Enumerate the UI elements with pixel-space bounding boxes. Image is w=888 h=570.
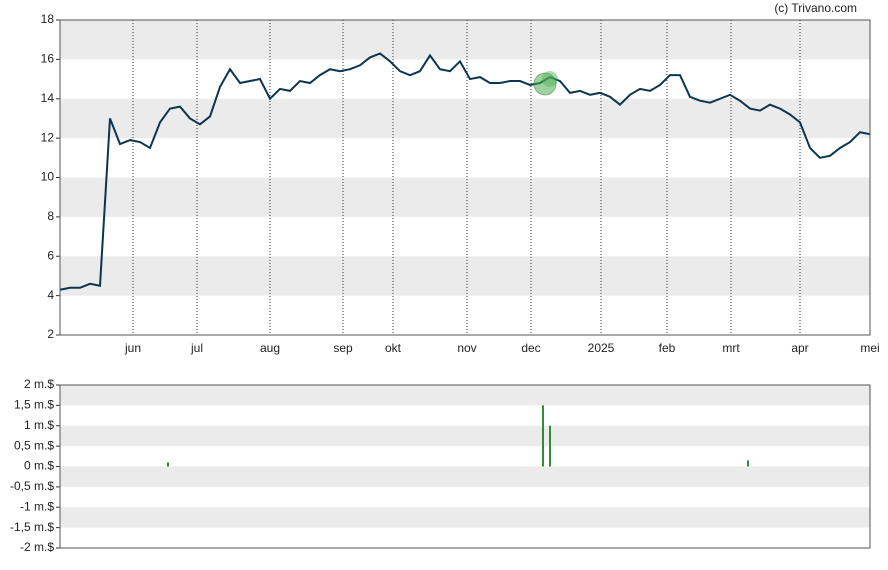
y-tick-label: 0 m.$ — [24, 459, 54, 473]
y-tick-label: 0,5 m.$ — [14, 438, 54, 452]
y-tick-label: -2 m.$ — [20, 540, 54, 554]
band — [60, 507, 870, 528]
x-tick-label: nov — [457, 341, 476, 355]
x-tick-label: mrt — [722, 341, 740, 355]
y-tick-label: 12 — [41, 130, 55, 144]
x-tick-label: dec — [521, 341, 540, 355]
y-tick-label: 8 — [47, 209, 54, 223]
highlight-marker — [533, 72, 557, 96]
x-tick-label: sep — [333, 341, 353, 355]
volume-bar — [549, 425, 551, 467]
y-tick-label: 18 — [41, 12, 55, 26]
volume-bar — [542, 405, 544, 467]
plot-border — [59, 384, 871, 549]
y-tick-label: 6 — [47, 248, 54, 262]
credit: (c) Trivano.com — [774, 1, 857, 15]
volume-bar — [747, 460, 749, 467]
band — [60, 177, 870, 217]
y-tick-label: 2 m.$ — [24, 377, 54, 391]
y-tick-label: 16 — [41, 52, 55, 66]
x-tick-label: feb — [659, 341, 676, 355]
y-tick-label: 1 m.$ — [24, 418, 54, 432]
highlight-marker — [542, 71, 558, 87]
x-tick-label: apr — [791, 341, 808, 355]
band — [60, 98, 870, 139]
band — [60, 425, 870, 447]
y-tick-label: 1,5 m.$ — [14, 398, 54, 412]
price-line — [59, 52, 871, 291]
x-tick-label: aug — [260, 341, 280, 355]
volume-bar — [167, 462, 169, 467]
y-tick-label: -1,5 m.$ — [10, 520, 54, 534]
band — [60, 466, 870, 487]
y-tick-label: 2 — [47, 327, 54, 341]
y-tick-label: 4 — [47, 288, 54, 302]
band — [60, 256, 870, 296]
plot-border — [59, 19, 871, 336]
x-tick-label: okt — [385, 341, 402, 355]
y-tick-label: -1 m.$ — [20, 499, 54, 513]
y-tick-label: 14 — [41, 91, 55, 105]
band — [60, 20, 870, 60]
band — [60, 385, 870, 406]
x-tick-label: jun — [124, 341, 141, 355]
x-tick-label: 2025 — [588, 341, 615, 355]
y-tick-label: -0,5 m.$ — [10, 479, 54, 493]
y-tick-label: 10 — [41, 170, 55, 184]
x-tick-label: mei — [860, 341, 879, 355]
x-tick-label: jul — [190, 341, 203, 355]
